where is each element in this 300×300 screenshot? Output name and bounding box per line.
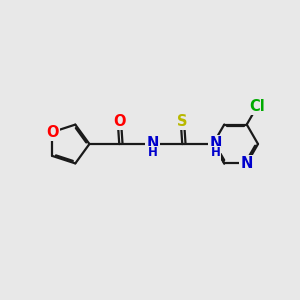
Text: O: O: [113, 114, 126, 129]
Text: H: H: [148, 146, 157, 160]
Text: H: H: [211, 146, 220, 160]
Text: N: N: [209, 136, 222, 152]
Text: Cl: Cl: [249, 99, 265, 114]
Text: N: N: [146, 136, 159, 152]
Text: S: S: [177, 114, 188, 129]
Text: N: N: [241, 156, 253, 171]
Text: O: O: [46, 124, 59, 140]
